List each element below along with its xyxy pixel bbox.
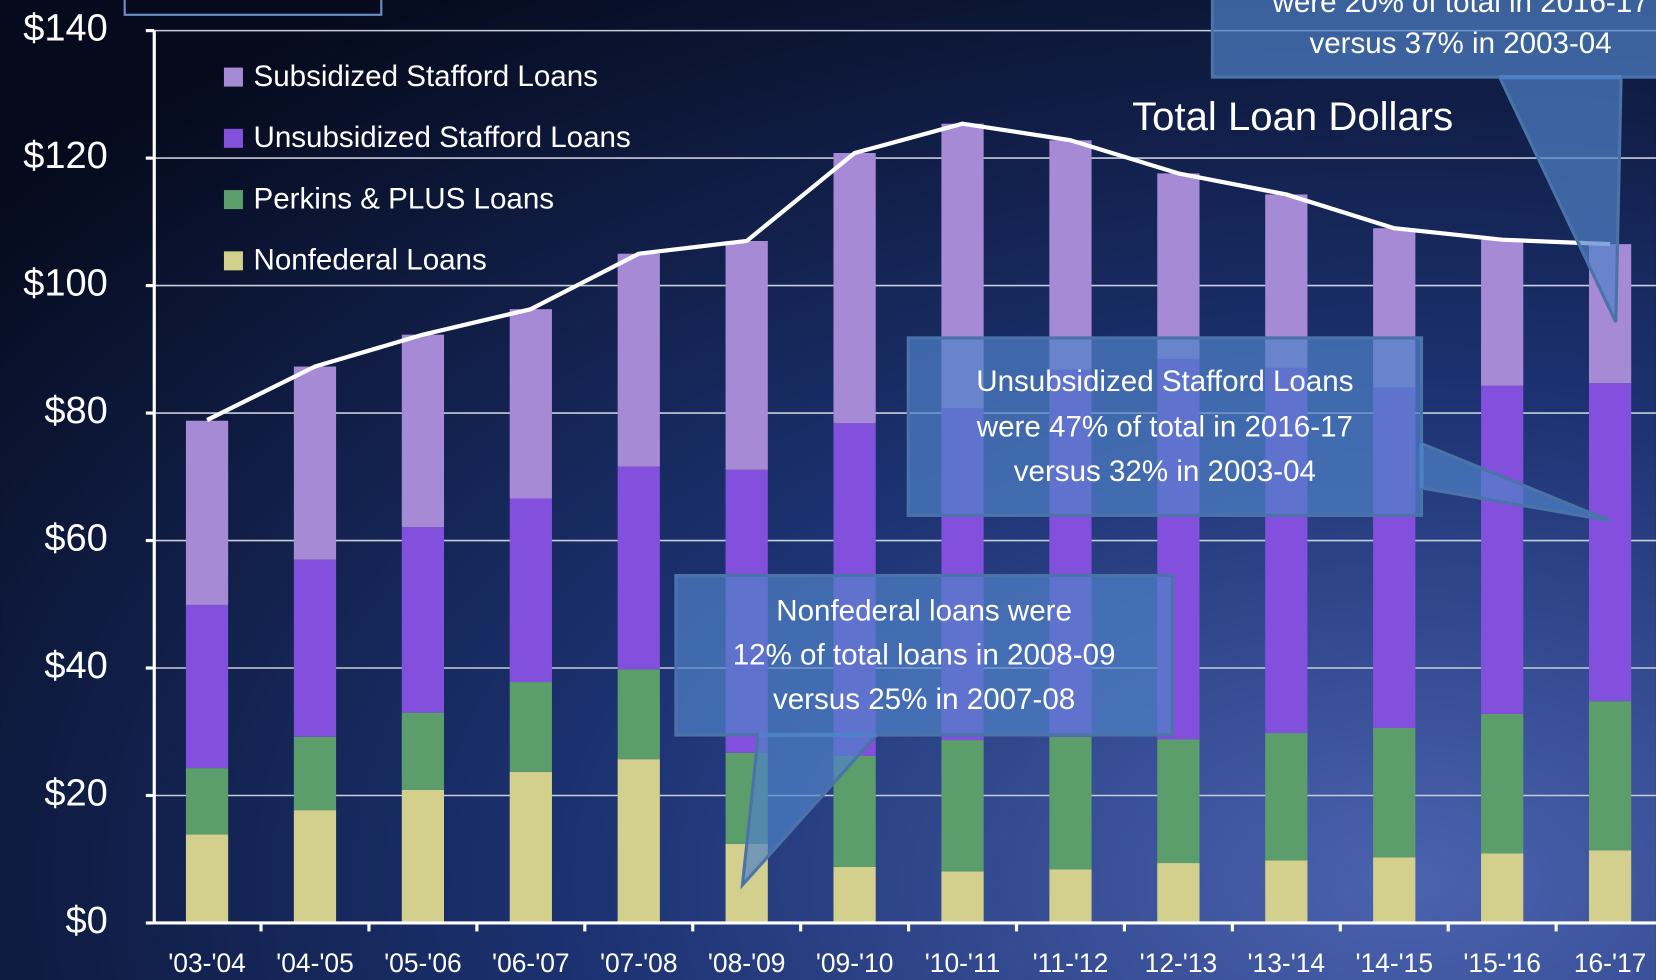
- y-tick-label: $40: [44, 645, 107, 687]
- bar-segment: [1588, 701, 1632, 851]
- callout-box: [1210, 0, 1656, 79]
- legend-label: Perkins & PLUS Loans: [254, 182, 555, 215]
- bar-segment: [185, 834, 229, 923]
- x-tick-label: '07-'08: [600, 948, 678, 978]
- x-tick-label: '03-'04: [168, 948, 246, 978]
- x-tick-label: '14-'15: [1355, 948, 1433, 978]
- total-line-path: [206, 121, 1611, 422]
- bar-segment: [185, 768, 229, 835]
- x-tick-label: '11-'12: [1033, 948, 1109, 978]
- bar-segment: [941, 740, 984, 872]
- callout-text: Nonfederal loans were: [776, 594, 1072, 627]
- legend-label: Subsidized Stafford Loans: [254, 60, 598, 93]
- legend-swatch: [223, 190, 243, 210]
- callout-box: [674, 573, 1174, 737]
- bar-segment: [1588, 850, 1632, 923]
- callout: Unsubsidized Stafford Loans were 47% of t…: [906, 336, 1611, 523]
- y-tick-label: $0: [66, 900, 108, 942]
- callout-text: versus 25% in 2007-08: [773, 683, 1075, 716]
- annotations: Unsubsidized Stafford Loans were 47% of t…: [674, 0, 1656, 890]
- callout: were 20% of total in 2016-17 versus 37% i…: [1210, 0, 1656, 323]
- bar-segment: [401, 712, 445, 790]
- callout-text: Unsubsidized Stafford Loans: [976, 365, 1353, 398]
- bar-segment: [1373, 727, 1416, 858]
- bar-segment: [401, 334, 445, 528]
- bar-segment: [617, 669, 660, 760]
- x-tick-label: '04-'05: [276, 948, 354, 978]
- legend: Subsidized Stafford Loans Unsubsidized St…: [223, 60, 631, 277]
- x-tick-label: 16-'17: [1574, 948, 1647, 978]
- legend-swatch: [223, 251, 243, 271]
- bar-segment: [617, 466, 660, 670]
- bar-segment: [1481, 385, 1524, 714]
- legend-label: Unsubsidized Stafford Loans: [254, 121, 631, 154]
- bar-segment: [1588, 383, 1632, 702]
- bar-segment: [1157, 863, 1200, 923]
- bar-segment: [725, 240, 768, 470]
- legend-swatch: [223, 128, 243, 148]
- x-tick-label: '05-'06: [384, 948, 462, 978]
- callout: Nonfederal loans were 12% of total loans …: [674, 573, 1174, 890]
- x-tick-label: '10-'11: [925, 948, 1001, 978]
- legend-swatch: [223, 67, 243, 87]
- bar-segment: [293, 366, 337, 560]
- bar-segment: [1481, 853, 1524, 923]
- x-tick-label: '12-'13: [1140, 948, 1218, 978]
- total-line: Total Loan Dollars: [206, 94, 1611, 422]
- y-tick-label: $60: [44, 518, 107, 560]
- bar-segment: [1265, 860, 1308, 923]
- bar-segment: [833, 153, 876, 424]
- callout-text: versus 32% in 2003-04: [1014, 455, 1316, 488]
- axes: $0 $20 $40 $60 $80 $100 $120 $140 '03-'04 '04-'05…: [23, 8, 1656, 978]
- callout-text: were 47% of total in 2016-17: [976, 411, 1353, 444]
- bar-segment: [401, 527, 445, 713]
- bar-segment: [1157, 739, 1200, 864]
- y-tick-label: $140: [23, 8, 108, 50]
- line-label: Total Loan Dollars: [1132, 94, 1453, 139]
- bar-segment: [617, 253, 660, 467]
- bar-segment: [941, 871, 984, 923]
- bar-segment: [509, 309, 552, 499]
- bar-segment: [293, 736, 337, 811]
- bar-segment: [509, 771, 552, 923]
- y-tick-label: $120: [23, 135, 108, 177]
- bar-segment: [293, 559, 337, 737]
- bar-segment: [1049, 736, 1092, 870]
- legend-label: Nonfederal Loans: [254, 244, 487, 277]
- bar-segment: [509, 498, 552, 683]
- bar-segment: [509, 682, 552, 772]
- bar-segment: [1049, 140, 1092, 370]
- x-tick-label: '15-'16: [1463, 948, 1541, 978]
- callout-box: [906, 336, 1424, 517]
- bar-segment: [1373, 857, 1416, 923]
- decor-box: [123, 0, 383, 16]
- bar-segment: [617, 759, 660, 923]
- bar-segment: [185, 420, 229, 605]
- bar-segment: [833, 866, 876, 923]
- y-tick-label: $80: [44, 390, 107, 432]
- x-tick-label: '13-'14: [1248, 948, 1326, 978]
- x-tick-label: '08-'09: [708, 948, 786, 978]
- callout-text: were 20% of total in 2016-17: [1271, 0, 1648, 19]
- y-tick-label: $100: [23, 263, 108, 305]
- y-tick-label: $20: [44, 773, 107, 815]
- x-tick-label: '06-'07: [492, 948, 570, 978]
- x-tick-label: '09-'10: [816, 948, 894, 978]
- bar-segment: [1049, 869, 1092, 923]
- bar-segment: [185, 604, 229, 769]
- bar-segment: [1157, 173, 1200, 359]
- bar-segment: [1481, 713, 1524, 854]
- bar-segment: [1265, 733, 1308, 861]
- callout-text: versus 37% in 2003-04: [1309, 27, 1611, 60]
- bar-segment: [401, 789, 445, 923]
- callout-text: 12% of total loans in 2008-09: [733, 639, 1116, 672]
- bar-segment: [293, 810, 337, 923]
- bar-segment: [1481, 239, 1524, 386]
